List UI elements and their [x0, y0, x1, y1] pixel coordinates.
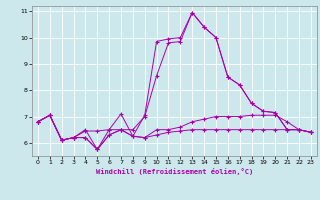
X-axis label: Windchill (Refroidissement éolien,°C): Windchill (Refroidissement éolien,°C) — [96, 168, 253, 175]
